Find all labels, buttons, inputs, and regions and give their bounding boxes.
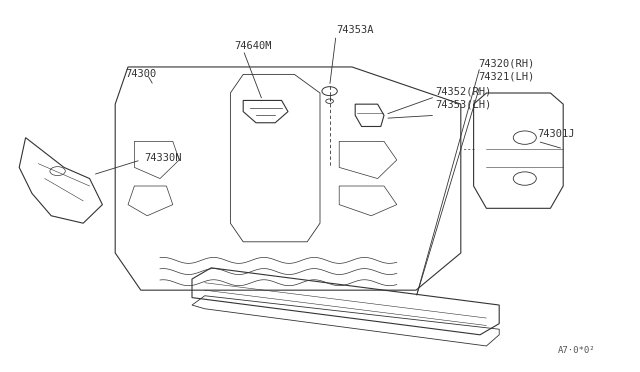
Text: 74352(RH): 74352(RH) bbox=[435, 86, 492, 96]
Text: 74301J: 74301J bbox=[538, 129, 575, 139]
Text: 74320(RH): 74320(RH) bbox=[479, 58, 535, 68]
Text: 74330N: 74330N bbox=[144, 153, 182, 163]
Text: 74640M: 74640M bbox=[234, 41, 272, 51]
Text: 74321(LH): 74321(LH) bbox=[479, 71, 535, 81]
Text: 74353(LH): 74353(LH) bbox=[435, 99, 492, 109]
Text: A7·0*0²: A7·0*0² bbox=[557, 346, 595, 355]
Text: 74353A: 74353A bbox=[336, 25, 374, 35]
Text: 74300: 74300 bbox=[125, 70, 156, 79]
